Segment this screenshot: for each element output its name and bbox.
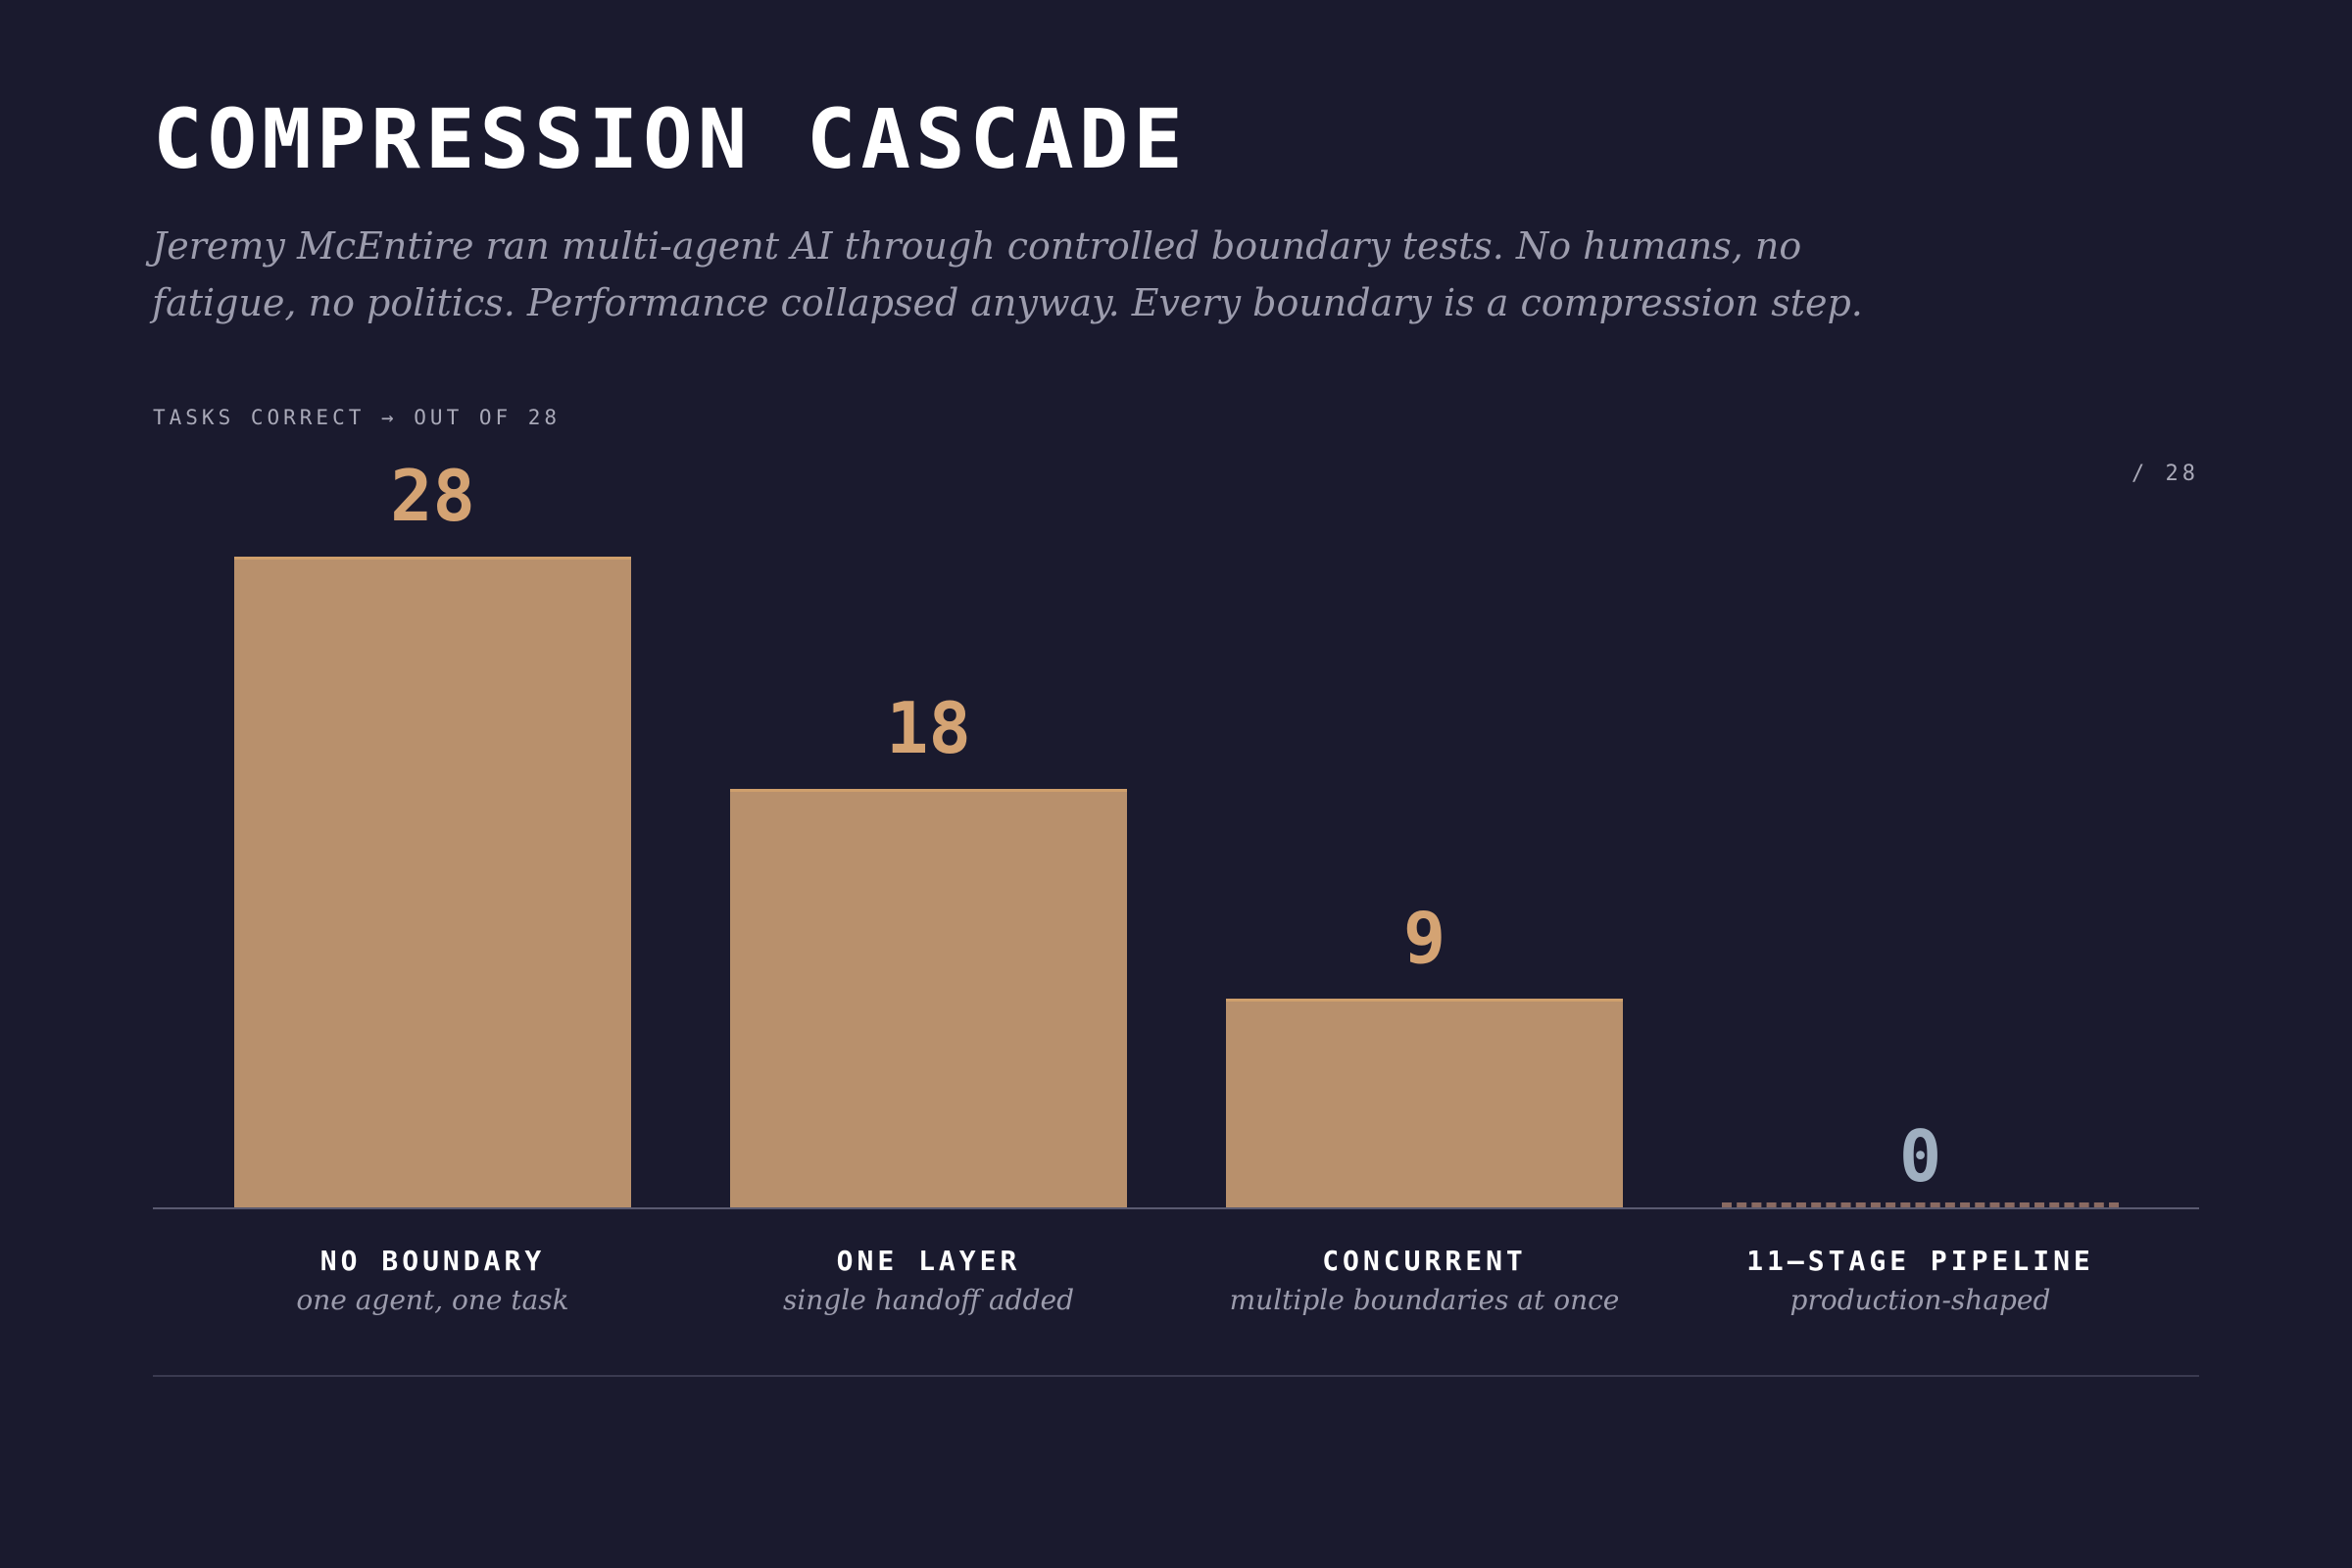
- bar-value-label-0: 28: [390, 455, 475, 537]
- bar-value-label-3: 0: [1898, 1115, 1942, 1198]
- chart-subtitle: Jeremy McEntire ran multi-agent AI throu…: [152, 224, 1863, 324]
- chart-title: COMPRESSION CASCADE: [153, 91, 1188, 187]
- footer-divider: [153, 1375, 2199, 1377]
- category-label-3: 11–STAGE PIPELINE: [1746, 1245, 2094, 1277]
- category-label-1: ONE LAYER: [836, 1245, 1021, 1277]
- bar-3: [1722, 1202, 2119, 1207]
- y-max-label: / 28: [2132, 462, 2199, 486]
- category-label-0: NO BOUNDARY: [319, 1245, 546, 1277]
- bar-value-label-2: 9: [1402, 896, 1446, 979]
- category-sublabel-3: production-shaped: [1789, 1284, 2051, 1316]
- category-sublabel-0: one agent, one task: [296, 1284, 569, 1316]
- bar-1: [730, 789, 1127, 1207]
- bar-value-label-1: 18: [886, 687, 971, 770]
- category-label-2: CONCURRENT: [1322, 1245, 1527, 1277]
- bar-2: [1226, 998, 1623, 1207]
- x-axis-baseline: [153, 1207, 2199, 1209]
- y-axis-caption: TASKS CORRECT → OUT OF 28: [153, 406, 562, 429]
- category-sublabel-1: single handoff added: [782, 1284, 1075, 1316]
- bar-0: [234, 557, 631, 1207]
- category-sublabel-2: multiple boundaries at once: [1229, 1284, 1620, 1316]
- bar-chart: 28 18 9 0: [153, 431, 2199, 1209]
